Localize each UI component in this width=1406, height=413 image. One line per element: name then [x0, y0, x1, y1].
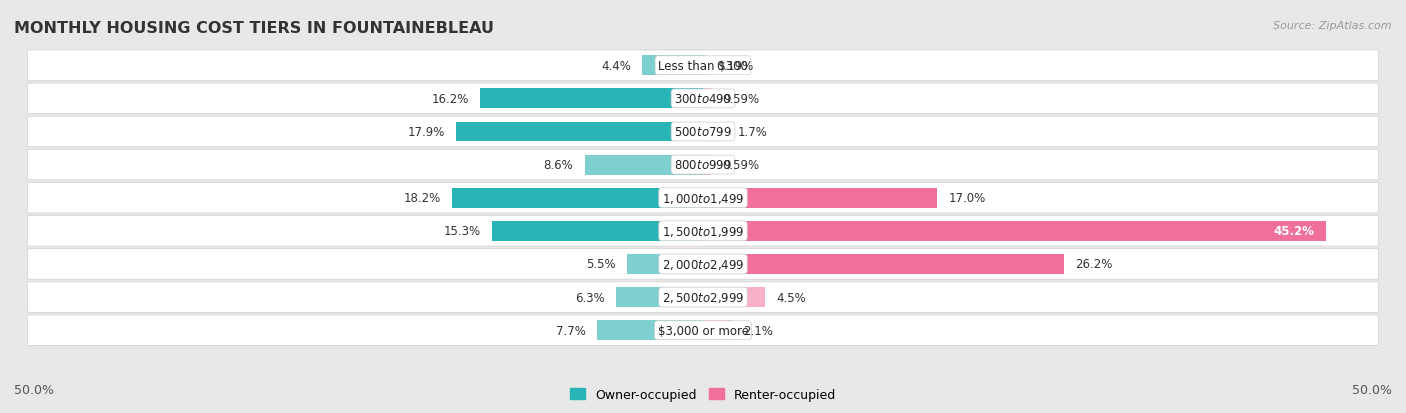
Text: 17.9%: 17.9%: [408, 126, 446, 139]
Text: 4.4%: 4.4%: [602, 59, 631, 73]
Bar: [703, 89, 711, 109]
FancyBboxPatch shape: [28, 183, 1378, 214]
Text: 6.3%: 6.3%: [575, 291, 605, 304]
Bar: [616, 287, 703, 307]
Text: 4.5%: 4.5%: [776, 291, 806, 304]
FancyBboxPatch shape: [28, 150, 1378, 180]
Bar: [585, 155, 703, 175]
Text: 0.59%: 0.59%: [723, 159, 759, 172]
Text: $2,500 to $2,999: $2,500 to $2,999: [662, 290, 744, 304]
Text: $500 to $799: $500 to $799: [673, 126, 733, 139]
Bar: [479, 89, 703, 109]
FancyBboxPatch shape: [28, 216, 1378, 247]
Bar: [703, 221, 1326, 241]
Bar: [703, 320, 733, 340]
Bar: [703, 56, 706, 76]
Bar: [627, 254, 703, 274]
Text: MONTHLY HOUSING COST TIERS IN FOUNTAINEBLEAU: MONTHLY HOUSING COST TIERS IN FOUNTAINEB…: [14, 21, 494, 36]
Text: 5.5%: 5.5%: [586, 258, 616, 271]
Bar: [703, 155, 711, 175]
Bar: [703, 188, 938, 208]
Text: 7.7%: 7.7%: [555, 324, 586, 337]
Text: 1.7%: 1.7%: [738, 126, 768, 139]
Text: 26.2%: 26.2%: [1076, 258, 1112, 271]
FancyBboxPatch shape: [28, 51, 1378, 81]
Text: 16.2%: 16.2%: [432, 93, 468, 106]
Text: $2,000 to $2,499: $2,000 to $2,499: [662, 257, 744, 271]
Legend: Owner-occupied, Renter-occupied: Owner-occupied, Renter-occupied: [565, 383, 841, 406]
Text: 15.3%: 15.3%: [444, 225, 481, 238]
FancyBboxPatch shape: [28, 117, 1378, 147]
Bar: [453, 188, 703, 208]
Text: 50.0%: 50.0%: [14, 384, 53, 396]
Bar: [492, 221, 703, 241]
Text: Source: ZipAtlas.com: Source: ZipAtlas.com: [1274, 21, 1392, 31]
Bar: [598, 320, 703, 340]
Text: $3,000 or more: $3,000 or more: [658, 324, 748, 337]
Text: 2.1%: 2.1%: [742, 324, 773, 337]
Text: 18.2%: 18.2%: [404, 192, 441, 205]
Text: 45.2%: 45.2%: [1274, 225, 1315, 238]
FancyBboxPatch shape: [28, 249, 1378, 280]
Text: 50.0%: 50.0%: [1353, 384, 1392, 396]
Text: $800 to $999: $800 to $999: [673, 159, 733, 172]
Text: $1,500 to $1,999: $1,500 to $1,999: [662, 224, 744, 238]
Text: 17.0%: 17.0%: [948, 192, 986, 205]
Bar: [643, 56, 703, 76]
Text: $1,000 to $1,499: $1,000 to $1,499: [662, 191, 744, 205]
FancyBboxPatch shape: [28, 84, 1378, 114]
Text: $300 to $499: $300 to $499: [673, 93, 733, 106]
Text: 0.19%: 0.19%: [717, 59, 754, 73]
Bar: [703, 122, 727, 142]
Bar: [703, 254, 1064, 274]
Text: 8.6%: 8.6%: [544, 159, 574, 172]
FancyBboxPatch shape: [28, 315, 1378, 346]
Text: Less than $300: Less than $300: [658, 59, 748, 73]
Bar: [457, 122, 703, 142]
Bar: [703, 287, 765, 307]
FancyBboxPatch shape: [28, 282, 1378, 313]
Text: 0.59%: 0.59%: [723, 93, 759, 106]
